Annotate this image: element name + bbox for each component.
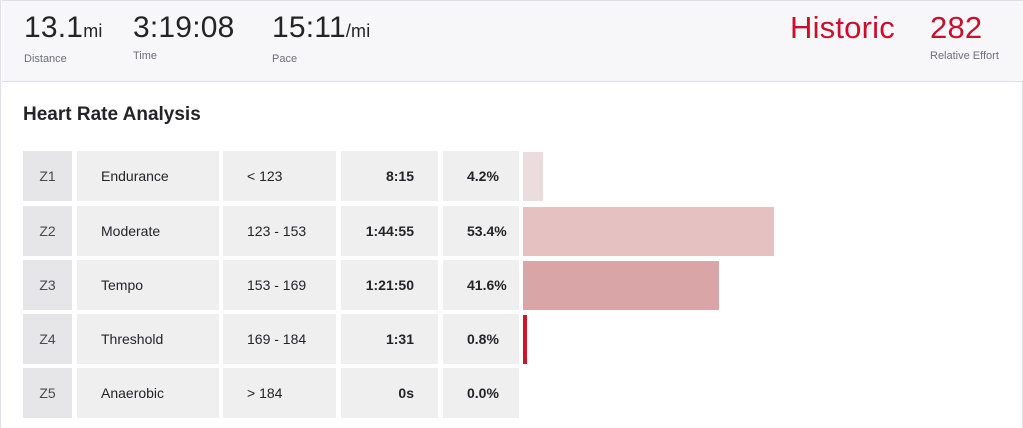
zone-name: Moderate xyxy=(77,206,219,256)
relative-effort-stat[interactable]: 282 Relative Effort xyxy=(930,10,999,63)
zone-id: Z1 xyxy=(23,151,72,201)
zone-bar-track xyxy=(523,260,1003,310)
zone-row: Z4 Threshold 169 - 184 1:31 0.8% xyxy=(23,314,1003,364)
zone-bar-track xyxy=(523,314,1003,364)
zone-hr-range: > 184 xyxy=(223,368,336,418)
zone-bar xyxy=(523,315,527,364)
pace-stat: 15:11/mi Pace xyxy=(272,11,370,65)
pace-value: 15:11 xyxy=(272,11,346,44)
zone-time: 0s xyxy=(341,368,438,418)
pace-label: Pace xyxy=(272,53,298,65)
zone-bar-track xyxy=(523,206,1003,256)
relative-effort-value: 282 xyxy=(930,10,983,45)
zone-bar xyxy=(523,152,543,201)
zone-name: Tempo xyxy=(77,260,219,310)
zone-row: Z2 Moderate 123 - 153 1:44:55 53.4% xyxy=(23,206,1003,256)
zone-bar-track xyxy=(523,368,1003,418)
zone-id: Z5 xyxy=(23,368,72,418)
zone-time: 1:44:55 xyxy=(341,206,438,256)
time-value: 3:19:08 xyxy=(133,11,235,44)
time-label: Time xyxy=(133,50,158,62)
activity-stats-bar: 13.1mi Distance 3:19:08 Time 15:11/mi Pa… xyxy=(2,0,1023,82)
historic-badge[interactable]: Historic xyxy=(790,11,895,45)
zone-hr-range: 123 - 153 xyxy=(223,206,336,256)
distance-value: 13.1 xyxy=(24,11,84,44)
zone-time: 1:31 xyxy=(341,314,438,364)
relative-effort-label: Relative Effort xyxy=(930,50,999,62)
zone-percent: 41.6% xyxy=(443,260,519,310)
zone-name: Endurance xyxy=(77,151,219,201)
zone-percent: 4.2% xyxy=(443,151,519,201)
distance-label: Distance xyxy=(24,53,67,65)
historic-label: Historic xyxy=(790,10,895,45)
zone-percent: 0.0% xyxy=(443,368,519,418)
zone-name: Threshold xyxy=(77,314,219,364)
zone-row: Z1 Endurance < 123 8:15 4.2% xyxy=(23,151,1003,201)
zone-id: Z2 xyxy=(23,206,72,256)
time-stat: 3:19:08 Time xyxy=(133,11,235,62)
zone-hr-range: 153 - 169 xyxy=(223,260,336,310)
zone-hr-range: < 123 xyxy=(223,151,336,201)
zone-row: Z5 Anaerobic > 184 0s 0.0% xyxy=(23,368,1003,418)
zone-time: 1:21:50 xyxy=(341,260,438,310)
zone-id: Z4 xyxy=(23,314,72,364)
distance-unit: mi xyxy=(83,21,103,41)
pace-unit: /mi xyxy=(345,21,371,41)
zone-name: Anaerobic xyxy=(77,368,219,418)
distance-stat: 13.1mi Distance xyxy=(24,11,103,65)
zone-percent: 0.8% xyxy=(443,314,519,364)
zone-time: 8:15 xyxy=(341,151,438,201)
zone-id: Z3 xyxy=(23,260,72,310)
zone-bar xyxy=(523,207,774,256)
zone-percent: 53.4% xyxy=(443,206,519,256)
zone-row: Z3 Tempo 153 - 169 1:21:50 41.6% xyxy=(23,260,1003,310)
zone-bar xyxy=(523,261,719,310)
section-title: Heart Rate Analysis xyxy=(23,104,201,125)
zone-hr-range: 169 - 184 xyxy=(223,314,336,364)
zone-bar-track xyxy=(523,151,1003,201)
